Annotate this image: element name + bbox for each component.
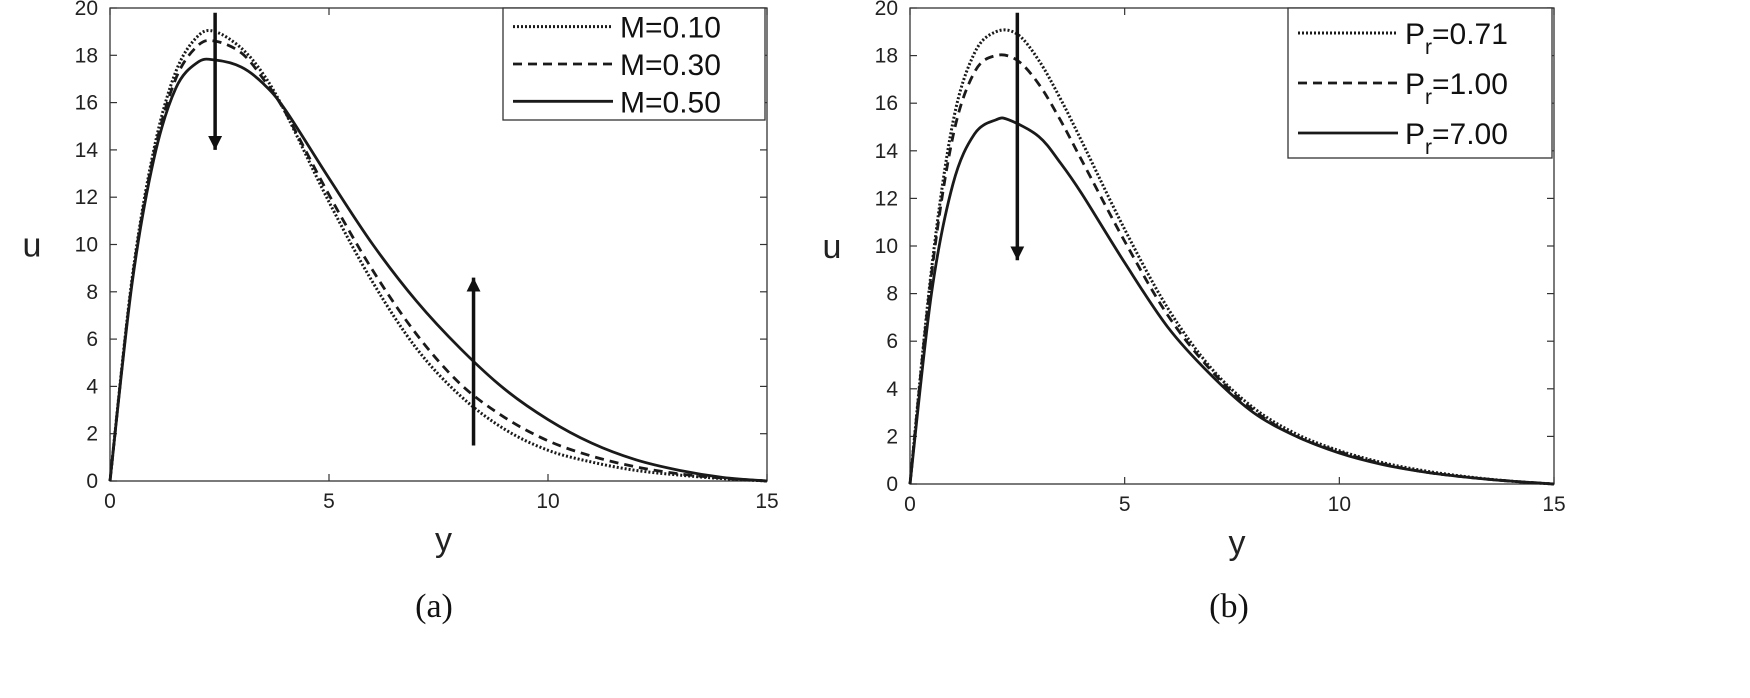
legend-label-rest: =7.00 [1432, 118, 1508, 151]
y-tick-label: 18 [875, 45, 898, 68]
legend-label-rest: =0.71 [1432, 18, 1508, 51]
legend-label-subscript: r [1425, 36, 1432, 59]
x-tick-label: 5 [1119, 493, 1131, 516]
legend-label-main: M=0.30 [620, 49, 721, 82]
x-tick-label: 15 [1542, 493, 1565, 516]
y-tick-label: 10 [875, 235, 898, 258]
legend-label-main: P [1405, 68, 1425, 101]
series-line-dotted [108, 29, 768, 483]
legend-label: Pr=1.00 [1405, 68, 1508, 109]
y-tick-label: 12 [875, 187, 898, 210]
y-tick-label: 20 [75, 0, 98, 20]
legend-label: Pr=7.00 [1405, 118, 1508, 159]
y-tick-label: 16 [75, 92, 98, 115]
series-line-solid [108, 57, 768, 483]
y-tick-label: 20 [875, 0, 898, 20]
y-tick-label: 18 [75, 44, 98, 67]
legend-label-main: M=0.10 [620, 12, 721, 45]
y-tick-label: 6 [86, 328, 98, 351]
x-axis-label: y [1229, 524, 1246, 562]
legend-label-rest: =1.00 [1432, 68, 1508, 101]
legend-label: Pr=0.71 [1405, 18, 1508, 59]
x-axis-label: y [435, 521, 452, 559]
x-tick-label: 15 [755, 490, 778, 513]
series-line-solid [908, 116, 1555, 486]
panel-caption: (b) [1209, 588, 1249, 625]
y-tick-label: 16 [875, 92, 898, 115]
legend-label-subscript: r [1425, 86, 1432, 109]
legend-label-main: P [1405, 18, 1425, 51]
y-tick-label: 14 [75, 139, 99, 162]
y-tick-label: 14 [875, 140, 899, 163]
y-tick-label: 6 [886, 330, 898, 353]
x-tick-label: 10 [1328, 493, 1351, 516]
y-tick-label: 4 [86, 375, 98, 398]
y-tick-label: 12 [75, 186, 98, 209]
y-tick-label: 0 [86, 470, 98, 493]
y-tick-label: 2 [886, 425, 898, 448]
y-axis-label: u [823, 228, 842, 266]
y-tick-label: 8 [886, 283, 898, 306]
x-tick-label: 0 [104, 490, 116, 513]
y-tick-label: 10 [75, 234, 98, 257]
legend-label: M=0.50 [620, 86, 721, 119]
x-tick-label: 0 [904, 493, 916, 516]
x-tick-label: 5 [323, 490, 335, 513]
panel-caption: (a) [415, 588, 453, 625]
series-line-dashed [108, 39, 768, 483]
legend-label: M=0.10 [620, 12, 721, 45]
legend-label: M=0.30 [620, 49, 721, 82]
y-tick-label: 0 [886, 473, 898, 496]
series-line-dashed [908, 53, 1555, 486]
y-tick-label: 2 [86, 423, 98, 446]
x-tick-label: 10 [536, 490, 559, 513]
legend: M=0.10 M=0.30 M=0.50 [502, 7, 766, 121]
legend-label-subscript: r [1425, 136, 1432, 159]
y-tick-label: 4 [886, 378, 898, 401]
legend-label-main: P [1405, 118, 1425, 151]
y-tick-label: 8 [86, 281, 98, 304]
legend-label-main: M=0.50 [620, 86, 721, 119]
y-axis-label: u [23, 227, 42, 265]
